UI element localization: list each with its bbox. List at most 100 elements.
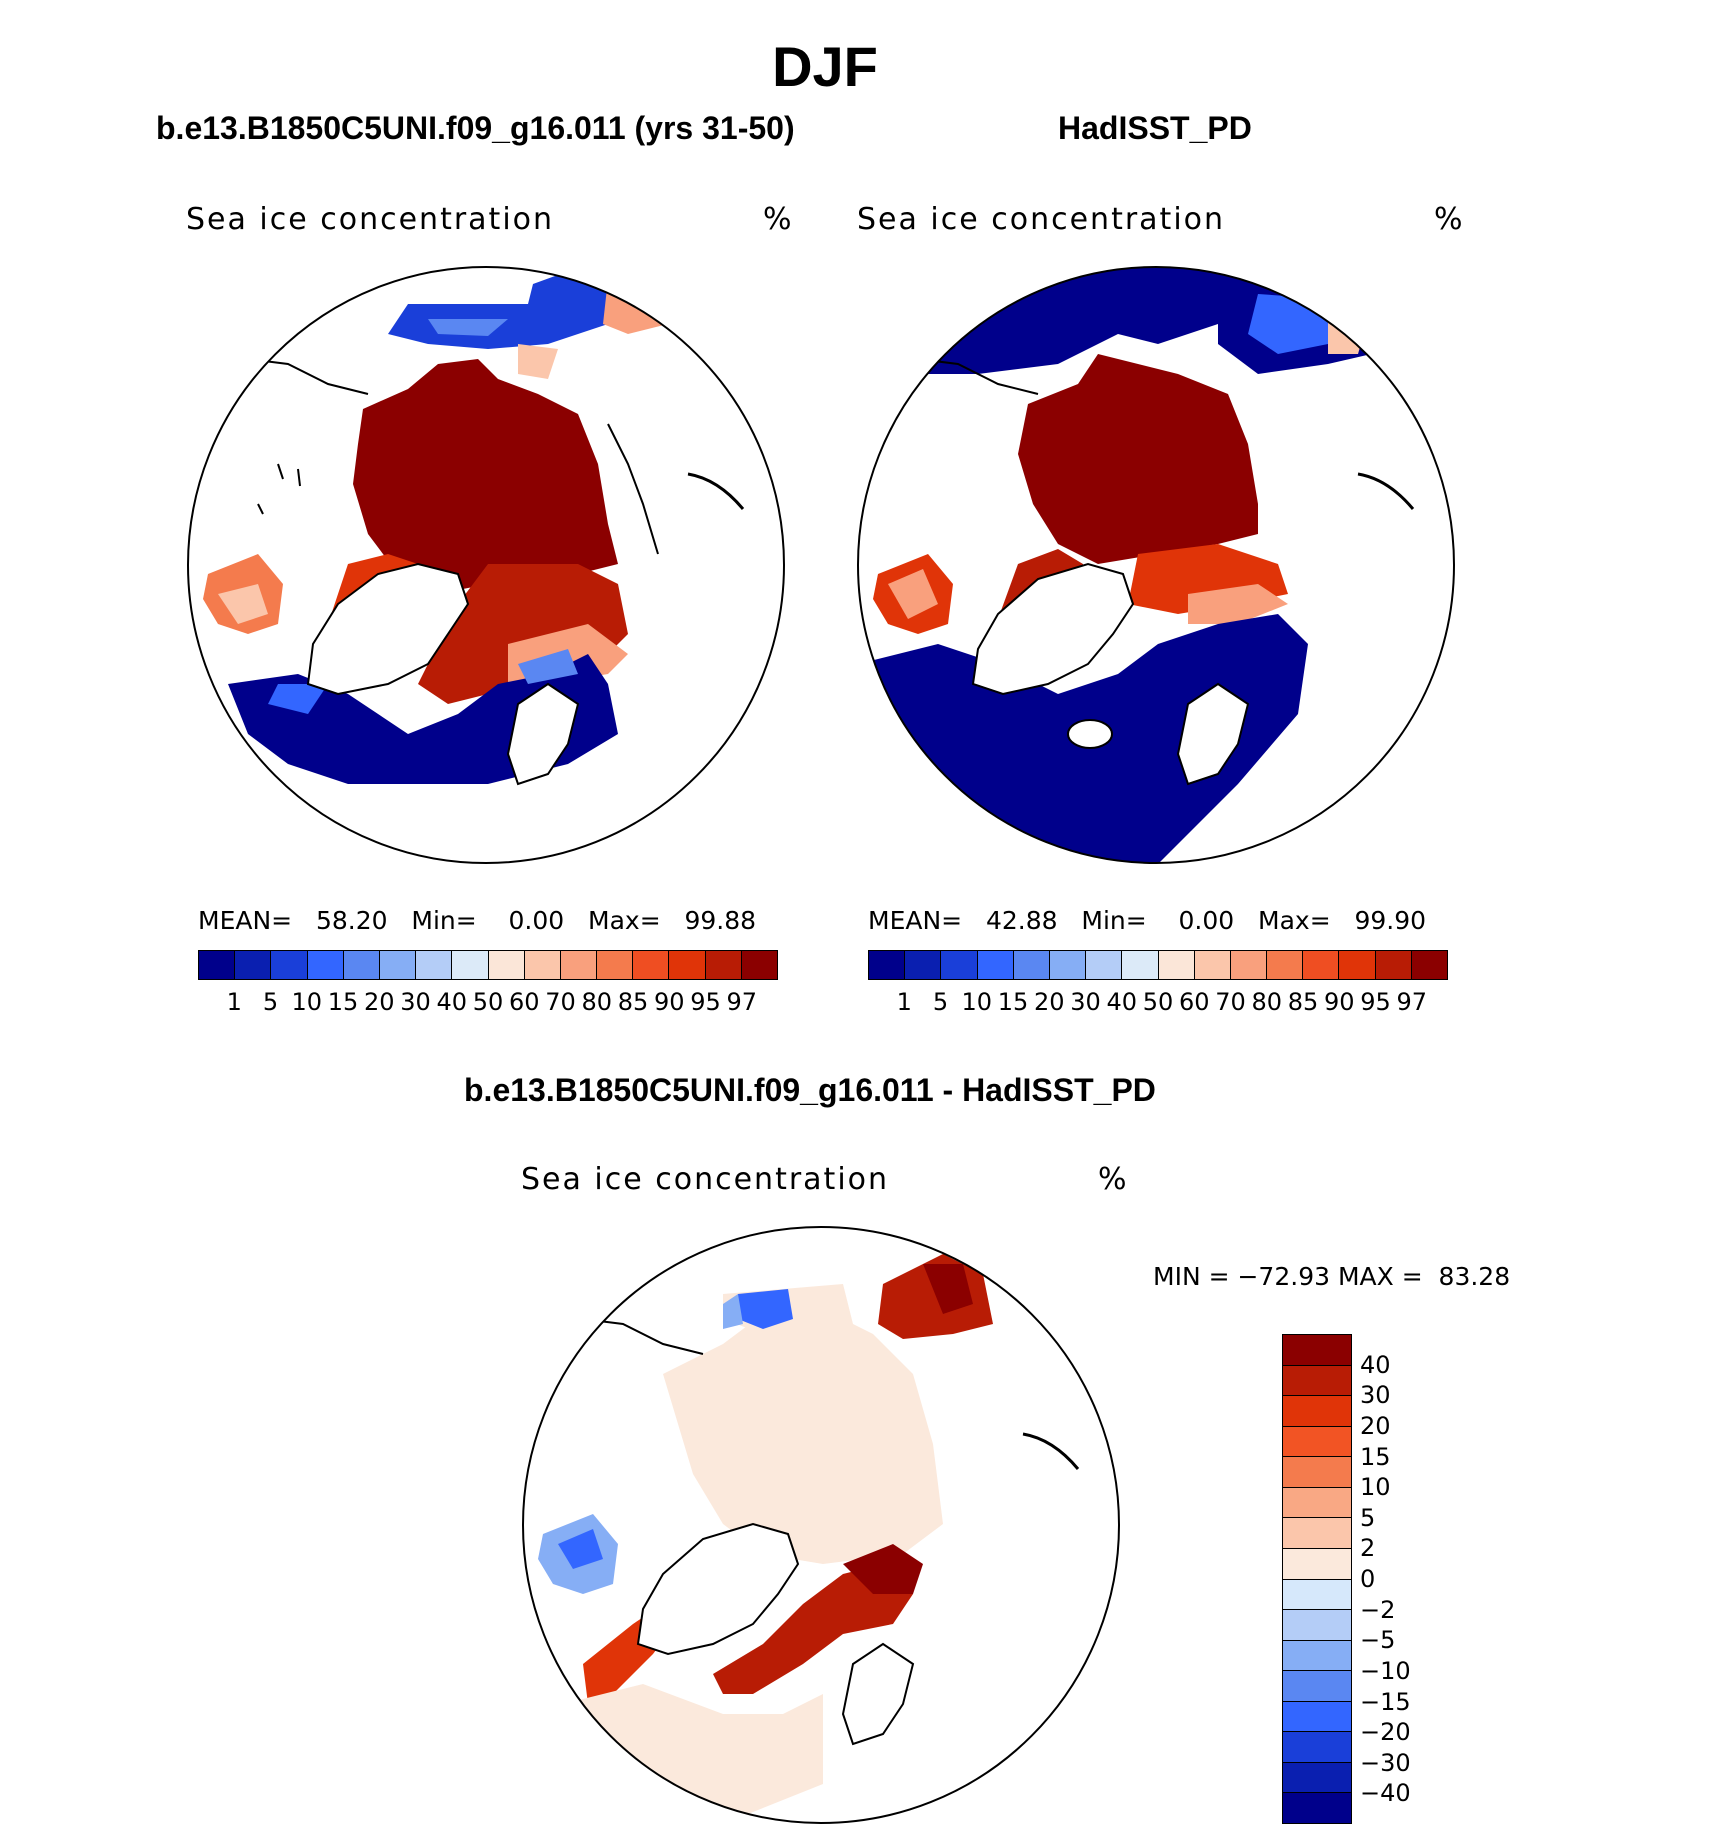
model-colorbar-swatch xyxy=(379,951,417,979)
obs-colorbar-tick-label: 5 xyxy=(932,988,949,1016)
diff-colorbar-swatch xyxy=(1283,1640,1351,1672)
obs-units-label: % xyxy=(1434,202,1465,237)
diff-colorbar-tick-label: 2 xyxy=(1360,1534,1376,1563)
obs-colorbar-tick-label: 90 xyxy=(1323,988,1355,1016)
obs-colorbar-swatch xyxy=(1158,951,1195,979)
obs-colorbar-tick-label: 20 xyxy=(1033,988,1065,1016)
model-colorbar xyxy=(198,950,778,980)
obs-colorbar-tick-label: 1 xyxy=(896,988,912,1016)
diff-colorbar-swatch xyxy=(1283,1793,1351,1823)
obs-colorbar-swatch xyxy=(1303,951,1340,979)
obs-colorbar-tick-label: 95 xyxy=(1360,988,1391,1016)
diff-colorbar-tick-label: 40 xyxy=(1360,1350,1391,1379)
model-colorbar-swatch xyxy=(416,951,453,979)
model-colorbar-ticks: 1 5 10 15 20 30 40 50 60 70 80 85 90 95 97 xyxy=(198,988,778,1018)
model-colorbar-tick-label: 10 xyxy=(291,988,323,1016)
diff-variable-label: Sea ice concentration xyxy=(521,1162,890,1197)
greenland xyxy=(306,562,470,696)
diff-colorbar-tick-label: 30 xyxy=(1360,1381,1391,1410)
model-colorbar-swatch xyxy=(452,951,489,979)
model-colorbar-swatch xyxy=(669,951,706,979)
model-colorbar-swatch xyxy=(235,951,272,979)
model-colorbar-tick-label: 85 xyxy=(617,988,649,1016)
obs-colorbar-swatch xyxy=(1086,951,1123,979)
model-colorbar-tick-label: 60 xyxy=(508,988,540,1016)
obs-colorbar-swatch xyxy=(1230,951,1268,979)
obs-colorbar-tick-label: 70 xyxy=(1215,988,1246,1016)
diff-colorbar-swatch xyxy=(1283,1396,1351,1427)
obs-colorbar-tick-label: 30 xyxy=(1070,988,1101,1016)
obs-colorbar-swatch xyxy=(1375,951,1412,979)
diff-colorbar-ticks: 40 30 20 15 10 5 2 0 −2 −5 −10 −15 −20 −30 −40 xyxy=(1360,1334,1440,1824)
obs-colorbar-swatch xyxy=(1013,951,1050,979)
obs-colorbar-tick-label: 60 xyxy=(1178,988,1210,1016)
model-colorbar-swatch xyxy=(597,951,634,979)
obs-case-title: HadISST_PD xyxy=(1058,110,1252,146)
obs-colorbar-tick-label: 80 xyxy=(1251,988,1283,1016)
greenland xyxy=(636,1522,800,1656)
model-colorbar-swatch xyxy=(524,951,561,979)
model-colorbar-tick-label: 50 xyxy=(472,988,504,1016)
diff-colorbar-swatch xyxy=(1283,1579,1351,1611)
diff-colorbar-swatch xyxy=(1283,1762,1351,1794)
diff-colorbar-swatch xyxy=(1283,1518,1351,1549)
diff-colorbar-swatch xyxy=(1283,1457,1351,1488)
diff-colorbar-swatch xyxy=(1283,1335,1351,1366)
diff-colorbar-tick-label: −2 xyxy=(1360,1595,1396,1624)
model-colorbar-swatch xyxy=(705,951,742,979)
diff-colorbar-tick-label: −15 xyxy=(1360,1687,1411,1716)
greenland xyxy=(971,562,1135,696)
obs-colorbar-swatch xyxy=(1339,951,1376,979)
obs-colorbar-swatch xyxy=(977,951,1014,979)
model-case-title: b.e13.B1850C5UNI.f09_g16.011 (yrs 31-50) xyxy=(156,110,795,146)
diff-colorbar xyxy=(1282,1334,1352,1824)
bering-sea-low-ice xyxy=(388,267,608,349)
model-variable-label: Sea ice concentration xyxy=(186,202,555,237)
obs-colorbar-swatch xyxy=(1194,951,1231,979)
diff-units-label: % xyxy=(1098,1162,1129,1197)
obs-colorbar-tick-label: 97 xyxy=(1396,988,1428,1016)
arctic-ice-core xyxy=(353,359,618,594)
diff-polar-map xyxy=(522,1226,1120,1824)
obs-colorbar-swatch xyxy=(1267,951,1304,979)
season-title: DJF xyxy=(772,35,878,98)
obs-colorbar-swatch xyxy=(869,951,906,979)
model-colorbar-tick-label: 97 xyxy=(726,988,758,1016)
diff-colorbar-swatch xyxy=(1283,1671,1351,1702)
diff-colorbar-tick-label: −10 xyxy=(1360,1656,1411,1685)
model-colorbar-swatch xyxy=(199,951,236,979)
diff-colorbar-tick-label: 0 xyxy=(1360,1565,1376,1593)
model-colorbar-tick-label: 95 xyxy=(690,988,721,1016)
model-colorbar-tick-label: 90 xyxy=(653,988,685,1016)
diff-minmax: MIN = −72.93 MAX = 83.28 xyxy=(1153,1262,1511,1291)
model-colorbar-swatch xyxy=(271,951,308,979)
diff-colorbar-tick-label: 15 xyxy=(1360,1442,1391,1471)
model-colorbar-swatch xyxy=(741,951,777,979)
obs-variable-label: Sea ice concentration xyxy=(857,202,1226,237)
model-colorbar-tick-label: 30 xyxy=(400,988,431,1016)
obs-polar-map xyxy=(857,266,1455,864)
model-colorbar-swatch xyxy=(560,951,598,979)
diff-colorbar-tick-label: −30 xyxy=(1360,1748,1411,1777)
diff-colorbar-swatch xyxy=(1283,1548,1351,1580)
obs-colorbar-swatch xyxy=(941,951,978,979)
diff-colorbar-tick-label: −40 xyxy=(1360,1779,1411,1808)
model-stats: MEAN= 58.20 Min= 0.00 Max= 99.88 xyxy=(198,906,757,935)
diff-colorbar-swatch xyxy=(1283,1610,1351,1641)
obs-colorbar xyxy=(868,950,1448,980)
diff-colorbar-swatch xyxy=(1283,1365,1351,1397)
obs-stats: MEAN= 42.88 Min= 0.00 Max= 99.90 xyxy=(868,906,1427,935)
obs-colorbar-ticks: 1 5 10 15 20 30 40 50 60 70 80 85 90 95 97 xyxy=(868,988,1448,1018)
obs-colorbar-tick-label: 50 xyxy=(1142,988,1174,1016)
model-units-label: % xyxy=(763,202,794,237)
model-colorbar-tick-label: 5 xyxy=(262,988,279,1016)
arctic-ice-core xyxy=(1018,354,1258,564)
model-colorbar-swatch xyxy=(633,951,670,979)
diff-colorbar-swatch xyxy=(1283,1701,1351,1733)
diff-colorbar-swatch xyxy=(1283,1487,1351,1519)
diff-colorbar-tick-label: −20 xyxy=(1360,1718,1411,1747)
diff-colorbar-tick-label: 10 xyxy=(1360,1473,1391,1502)
model-colorbar-tick-label: 1 xyxy=(226,988,242,1016)
obs-colorbar-tick-label: 10 xyxy=(961,988,993,1016)
diff-colorbar-tick-label: 5 xyxy=(1360,1503,1376,1532)
